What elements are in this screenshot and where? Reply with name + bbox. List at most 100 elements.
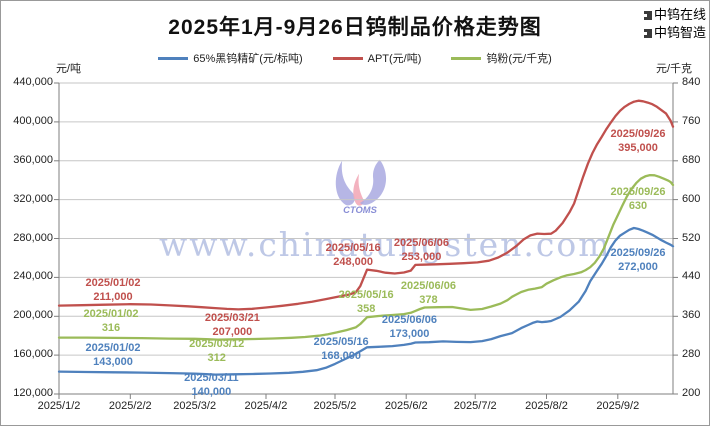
- legend-line-icon: [451, 56, 482, 60]
- data-annotation: 2025/09/26 395,000: [610, 127, 665, 155]
- left-axis-label: 400,000: [13, 114, 53, 127]
- x-axis-label: 2025/2/2: [108, 400, 152, 412]
- x-axis-label: 2025/1/2: [37, 400, 81, 412]
- brand-block: 中钨在线 中钨智造: [643, 6, 706, 42]
- x-axis-label: 2025/6/2: [384, 400, 428, 412]
- legend-label: APT(元/吨): [367, 53, 422, 65]
- x-axis-label: 2025/7/2: [453, 400, 497, 412]
- left-axis-label: 120,000: [13, 387, 53, 399]
- annotation-date: 2025/05/16: [325, 241, 381, 254]
- data-annotation: 2025/09/26 630: [610, 185, 665, 213]
- right-axis-unit: 元/千克: [656, 63, 693, 75]
- annotation-value: 168,000: [321, 350, 362, 363]
- left-axis-label: 320,000: [13, 192, 53, 205]
- data-annotation: 2025/05/16 358: [339, 288, 394, 316]
- annotation-value: 207,000: [212, 326, 253, 339]
- annotation-date: 2025/05/16: [338, 289, 394, 302]
- right-axis-label: 760: [682, 114, 701, 127]
- left-axis-label: 200,000: [13, 309, 53, 322]
- left-axis-label: 280,000: [13, 231, 53, 244]
- data-annotation: 2025/01/02 316: [83, 307, 138, 335]
- data-annotation: 2025/03/12 312: [189, 337, 244, 365]
- annotation-value: 173,000: [389, 328, 430, 341]
- annotation-value: 358: [356, 303, 376, 316]
- annotation-date: 2025/01/02: [85, 341, 141, 354]
- annotation-date: 2025/06/06: [400, 279, 456, 292]
- annotation-date: 2025/01/02: [83, 307, 139, 320]
- watermark-text: www.chinatungsten.com: [159, 225, 612, 264]
- data-annotation: 2025/06/06 173,000: [382, 313, 437, 341]
- annotation-date: 2025/03/12: [189, 337, 245, 350]
- right-axis-label: 840: [682, 76, 701, 88]
- annotation-value: 143,000: [93, 355, 133, 368]
- ctoms-caption: CTOMS: [343, 204, 377, 215]
- data-annotation: 2025/06/06 378: [401, 279, 456, 307]
- x-axis-label: 2025/4/2: [244, 400, 288, 412]
- annotation-value: 312: [207, 351, 226, 364]
- annotation-value: 140,000: [191, 385, 232, 398]
- brand-line-1: 中钨在线: [643, 6, 706, 24]
- data-annotation: 2025/09/26 272,000: [610, 246, 665, 274]
- annotation-value: 248,000: [333, 255, 374, 268]
- annotation-date: 2025/06/06: [381, 314, 437, 327]
- x-axis-label: 2025/9/2: [596, 400, 640, 412]
- series-line-0: [57, 226, 675, 376]
- data-annotation: 2025/03/11 140,000: [184, 371, 238, 399]
- watermark-logo: CTOMS: [327, 155, 393, 222]
- annotation-date: 2025/03/21: [204, 312, 260, 325]
- data-annotation: 2025/01/02 143,000: [85, 341, 140, 369]
- annotation-value: 272,000: [618, 261, 658, 274]
- brand-name-2: 中钨智造: [653, 25, 706, 40]
- x-axis-label: 2025/3/2: [173, 400, 217, 412]
- right-axis-label: 440: [682, 270, 701, 283]
- annotation-value: 253,000: [401, 250, 442, 263]
- left-axis-unit: 元/吨: [55, 63, 81, 75]
- annotation-date: 2025/09/26: [610, 127, 666, 140]
- brand-logo-icon: [643, 10, 652, 20]
- series-line-2: [57, 173, 675, 341]
- data-annotation: 2025/06/06 253,000: [394, 236, 449, 264]
- annotation-date: 2025/06/06: [393, 236, 449, 249]
- chart-legend: 65%黑钨精矿(元/标吨) APT(元/吨) 钨粉(元/千克): [1, 50, 709, 66]
- series-line-1: [57, 99, 675, 311]
- chart-title: 2025年1月-9月26日钨制品价格走势图: [168, 16, 542, 39]
- annotation-date: 2025/09/26: [610, 247, 666, 260]
- legend-item-1: APT(元/吨): [332, 50, 422, 66]
- x-axis-label: 2025/5/2: [313, 400, 357, 412]
- annotation-value: 378: [419, 293, 438, 306]
- data-annotation: 2025/03/21 207,000: [205, 311, 260, 339]
- annotation-value: 630: [628, 200, 648, 213]
- legend-item-2: 钨粉(元/千克): [451, 50, 552, 66]
- data-annotation: 2025/05/16 168,000: [314, 335, 369, 363]
- ctoms-logo-icon: CTOMS: [335, 159, 387, 215]
- legend-line-icon: [332, 56, 363, 60]
- annotation-date: 2025/01/02: [85, 276, 141, 289]
- left-axis-label: 160,000: [13, 348, 53, 361]
- brand-logo-icon: [643, 28, 652, 38]
- annotation-date: 2025/09/26: [610, 186, 666, 199]
- right-axis-label: 680: [682, 153, 701, 166]
- annotation-date: 2025/05/16: [313, 336, 369, 349]
- x-axis-label: 2025/8/2: [525, 400, 568, 412]
- left-axis-label: 440,000: [13, 76, 53, 88]
- right-axis-label: 200: [682, 387, 701, 399]
- right-axis-label: 280: [682, 348, 701, 361]
- brand-line-2: 中钨智造: [643, 24, 706, 42]
- annotation-date: 2025/03/11: [184, 371, 239, 384]
- right-axis-label: 360: [682, 309, 701, 322]
- left-axis-label: 240,000: [13, 270, 53, 283]
- annotation-value: 316: [101, 321, 121, 334]
- annotation-value: 211,000: [93, 290, 133, 303]
- right-axis-label: 520: [682, 231, 701, 244]
- legend-line-icon: [158, 56, 189, 60]
- data-annotation: 2025/01/02 211,000: [85, 276, 140, 304]
- legend-label: 钨粉(元/千克): [486, 53, 552, 65]
- left-axis-label: 360,000: [13, 153, 53, 166]
- data-annotation: 2025/05/16 248,000: [326, 241, 381, 269]
- legend-label: 65%黑钨精矿(元/标吨): [193, 53, 303, 65]
- brand-name-1: 中钨在线: [653, 7, 706, 22]
- right-axis-label: 600: [682, 192, 701, 205]
- annotation-value: 395,000: [618, 141, 658, 154]
